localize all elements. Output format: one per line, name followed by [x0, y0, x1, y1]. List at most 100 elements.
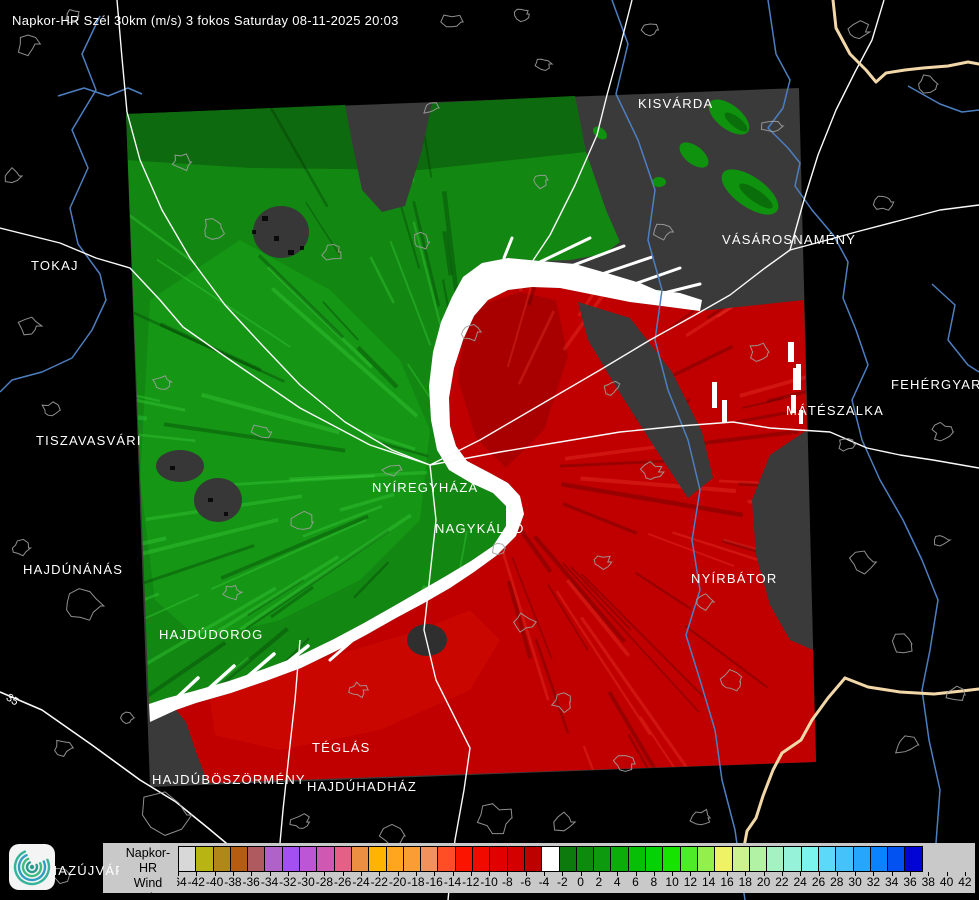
legend-tick-label: -6 [520, 875, 532, 889]
legend-tick-label: -28 [315, 875, 334, 889]
legend-color-box [281, 846, 301, 872]
legend-tick [251, 872, 253, 876]
legend-tick-label: -22 [370, 875, 388, 889]
legend-color-box [731, 846, 750, 872]
legend-tick-label: 38 [921, 875, 935, 889]
legend-color-box [299, 846, 318, 872]
legend-tick-label: -18 [407, 875, 425, 889]
legend-tick-label: -30 [297, 875, 315, 889]
legend-tick [946, 872, 948, 876]
legend-tick [855, 872, 857, 876]
legend-tick [415, 872, 417, 876]
legend-color-box [679, 846, 698, 872]
legend-color-box [247, 846, 266, 872]
legend-tick-label: 30 [848, 875, 862, 889]
city-label: HAJDÚNÁNÁS [23, 562, 124, 577]
legend-tick [525, 872, 527, 876]
legend-tick [745, 872, 747, 876]
city-label: HAJDÚHADHÁZ [307, 779, 417, 794]
legend-color-box [748, 846, 768, 872]
legend-tick-label: 28 [830, 875, 844, 889]
legend-tick-label: 32 [866, 875, 881, 889]
city-label: VÁSÁROSNAMÉNY [722, 232, 857, 247]
radar-no-data-patches [156, 206, 309, 522]
legend-tick [964, 872, 966, 876]
legend-color-box [817, 846, 837, 872]
legend-tick-label: -14 [443, 875, 462, 889]
legend-bar: -64 -42 -40 -38 -36 -34 -32 -30 -28 -26 -24 -22 -20-… [103, 843, 975, 893]
legend-tick [324, 872, 326, 876]
legend-tick-label: -8 [502, 875, 513, 889]
white-range-marks [712, 342, 803, 424]
legend-tick-label: 20 [756, 875, 771, 889]
city-label: TISZAVASVÁRI [36, 433, 142, 448]
legend-color-box [316, 846, 335, 872]
legend-color-box [489, 846, 508, 872]
legend-tick [342, 872, 344, 876]
city-label: TOKAJ [31, 258, 79, 273]
legend-tick-label: 0 [577, 875, 584, 889]
legend-color-box [610, 846, 629, 872]
map-title: Napkor-HR Szél 30km (m/s) 3 fokos Saturd… [12, 13, 399, 28]
legend-tick [397, 872, 399, 876]
radar-no-data-swath [578, 302, 713, 498]
legend-color-box [541, 846, 560, 872]
legend-tick [690, 872, 692, 876]
legend-tick-label: 24 [793, 875, 807, 889]
zero-isodop-streaks [166, 236, 702, 708]
legend-tick-label: -20 [388, 875, 407, 889]
legend-tick-label: 10 [665, 875, 679, 889]
legend-tick-label: -36 [242, 875, 260, 889]
legend-tick-label: 2 [595, 875, 603, 889]
legend-tick [507, 872, 509, 876]
city-label: TÉGLÁS [312, 740, 371, 755]
legend-color-box [523, 846, 543, 872]
legend-unit-label: m/s [137, 891, 159, 900]
legend-color-box [368, 846, 387, 872]
legend-tick [178, 872, 179, 876]
legend-tick [489, 872, 491, 876]
legend-color-box [696, 846, 716, 872]
city-label: HAJDÚDOROG [159, 627, 264, 642]
legend-color-box [437, 846, 456, 872]
legend-tick [562, 872, 564, 876]
legend-color-box [212, 846, 231, 872]
legend-tick [928, 872, 930, 876]
legend-tick [836, 872, 838, 876]
legend-color-box [766, 846, 785, 872]
legend-tick [818, 872, 820, 876]
legend-tick [214, 872, 216, 876]
legend-tick-label: 14 [702, 875, 716, 889]
legend-color-box [333, 846, 352, 872]
radar-speckles [170, 216, 304, 516]
legend-tick-label: 26 [811, 875, 826, 889]
legend-tick-label: -10 [480, 875, 498, 889]
legend-tick-label: -26 [334, 875, 352, 889]
legend-color-box [264, 846, 283, 872]
legend-tick [580, 872, 582, 876]
legend-quantity-label: Wind [133, 876, 163, 890]
legend-tick-label: -38 [224, 875, 242, 889]
legend-tick-label: 16 [720, 875, 734, 889]
legend-color-box [178, 846, 197, 872]
legend-tick [269, 872, 271, 876]
city-label: NYÍREGYHÁZA [372, 480, 479, 495]
legend-color-box [350, 846, 370, 872]
legend-tick [379, 872, 381, 876]
legend-tick [617, 872, 619, 876]
legend-tick [873, 872, 875, 876]
legend-tick-label: -40 [205, 875, 224, 889]
legend-tick-label: 42 [958, 875, 972, 889]
city-label: MÁTÉSZALKA [786, 403, 884, 418]
legend-tick-label: -2 [556, 875, 568, 889]
legend-tick [470, 872, 472, 876]
legend-color-box [575, 846, 595, 872]
legend-color-box [506, 846, 525, 872]
legend-tick-label: -16 [425, 875, 443, 889]
legend-tick-label: 40 [939, 875, 954, 889]
legend-label-block: Napkor-HR Wind m/s [119, 844, 177, 900]
